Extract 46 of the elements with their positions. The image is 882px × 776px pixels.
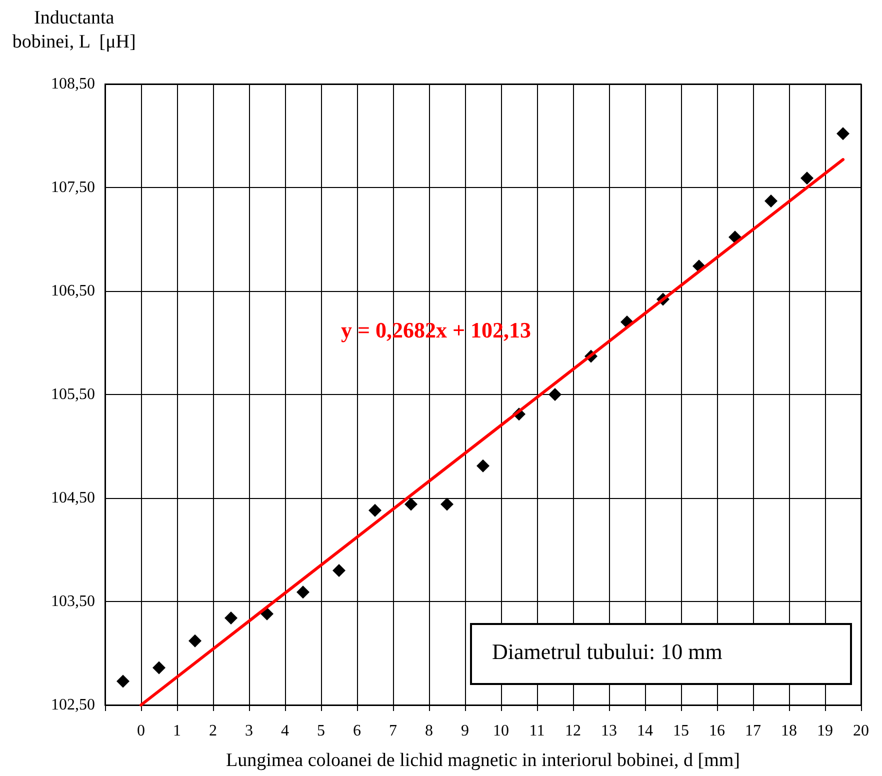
y-tick-label: 102,50 (51, 696, 95, 714)
point (836, 127, 850, 140)
point (116, 674, 130, 688)
y-axis-title: Inductanta bobinei, L [μH] (12, 8, 136, 52)
point (368, 504, 382, 517)
x-tick-label: 16 (709, 722, 725, 740)
x-tick-label: 1 (173, 722, 181, 740)
y-tick-label: 108,50 (51, 76, 95, 92)
x-tick-label: 14 (637, 722, 653, 740)
point (800, 172, 814, 185)
x-tick-label: 11 (529, 722, 545, 740)
x-tick-label: 17 (745, 722, 761, 740)
x-tick-label: 15 (673, 722, 689, 740)
point (332, 564, 346, 577)
x-tick-label: 13 (601, 722, 617, 740)
x-tick-label: 5 (317, 722, 325, 740)
x-tick-label: 19 (817, 722, 833, 740)
x-tick-label: 8 (425, 722, 433, 740)
y-tick-label: 103,50 (51, 593, 95, 610)
y-tick-label: 105,50 (51, 386, 95, 403)
point (548, 388, 562, 401)
y-tick-label: 104,50 (51, 490, 95, 506)
point (260, 607, 274, 620)
point (152, 661, 166, 674)
note-box: Diametrul tubului: 10 mm (470, 623, 852, 685)
x-tick-label: 2 (209, 722, 217, 740)
y-tick-label: 107,50 (51, 179, 95, 196)
point (476, 459, 490, 472)
x-tick-label: 6 (353, 722, 361, 740)
x-tick-label: 18 (781, 722, 797, 740)
x-tick-label: 20 (853, 722, 869, 740)
point (296, 586, 310, 599)
point (440, 498, 454, 511)
x-tick-label: 12 (565, 722, 581, 740)
point (224, 612, 238, 625)
y-tick-label: 106,50 (51, 282, 95, 300)
x-tick-label: 4 (281, 722, 289, 740)
point (764, 194, 778, 208)
x-tick-label: 7 (389, 722, 397, 740)
point (404, 498, 418, 511)
x-axis-title: Lungimea coloanei de lichid magnetic in interiorul bobinei, d [mm] (226, 750, 740, 771)
x-tick-label: 3 (245, 722, 253, 740)
x-tick-label: 0 (137, 722, 145, 740)
point (188, 634, 202, 648)
x-tick-label: 10 (493, 722, 509, 740)
x-tick-label: 9 (461, 722, 469, 740)
